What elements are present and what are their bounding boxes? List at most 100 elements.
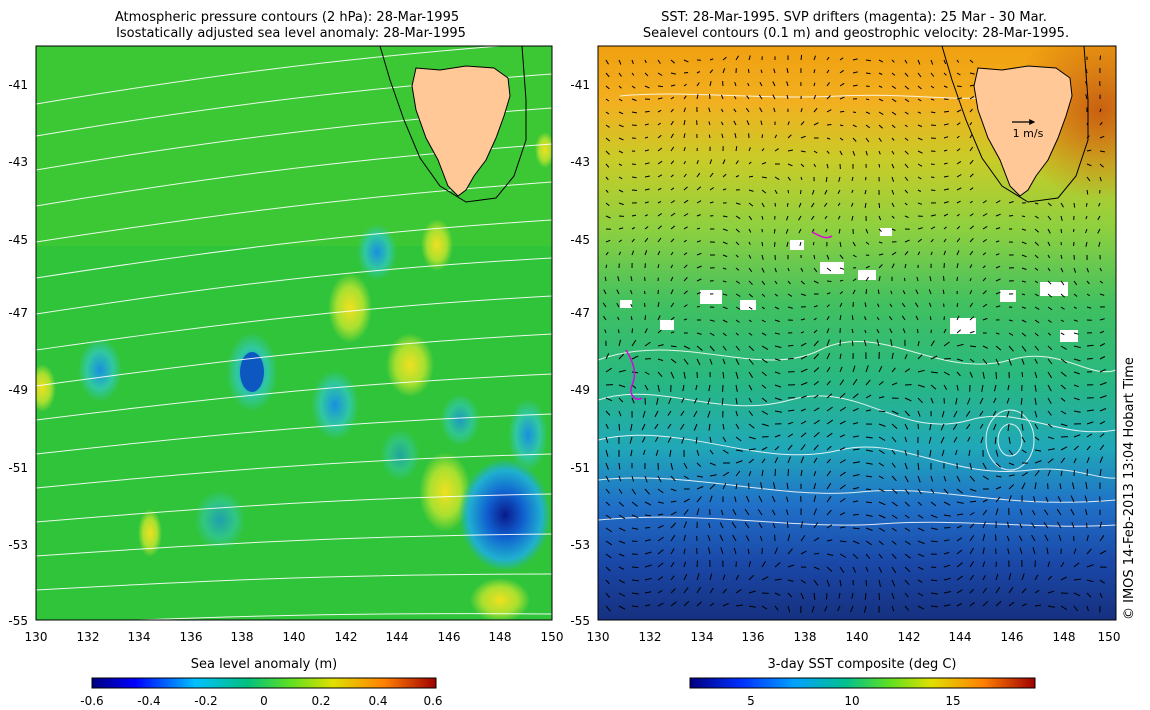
velocity-arrow [709, 587, 714, 594]
sst-colorbar-ticks: 5 10 15 [747, 694, 960, 708]
ytick-label: -45 [570, 233, 590, 247]
velocity-arrow [722, 306, 728, 310]
velocity-arrow [1086, 293, 1091, 297]
velocity-arrow [722, 267, 727, 270]
sealevel-contours [598, 93, 1116, 527]
velocity-arrow [657, 501, 664, 504]
velocity-arrow [813, 432, 820, 438]
velocity-arrow [630, 303, 633, 308]
velocity-arrow [891, 251, 897, 256]
velocity-arrow [1070, 495, 1075, 503]
velocity-arrow [748, 458, 755, 464]
velocity-arrow [956, 109, 962, 113]
velocity-arrow [631, 189, 638, 191]
velocity-arrow [657, 85, 663, 88]
velocity-arrow [810, 215, 815, 221]
velocity-arrow [605, 592, 611, 599]
velocity-arrow [744, 522, 750, 529]
velocity-arrow [1034, 436, 1040, 441]
velocity-arrow [1086, 267, 1089, 273]
velocity-arrow [746, 120, 750, 126]
velocity-arrow [657, 174, 663, 178]
sst-map[interactable]: 1 m/s [598, 20, 1150, 620]
xtick-label: 140 [846, 630, 869, 644]
velocity-arrow [969, 122, 973, 126]
sla-map[interactable] [28, 42, 555, 624]
sla-cbar-tick: 0.2 [311, 694, 330, 708]
velocity-arrow [708, 423, 711, 431]
velocity-arrow [631, 501, 638, 507]
velocity-arrow [657, 200, 662, 204]
velocity-arrow [644, 501, 652, 506]
velocity-arrow [683, 133, 686, 139]
velocity-arrow [693, 397, 698, 404]
velocity-arrow [1099, 108, 1102, 113]
velocity-arrow [748, 293, 754, 298]
velocity-arrow [1006, 397, 1010, 404]
velocity-arrow [605, 189, 609, 193]
velocity-arrow [891, 410, 899, 415]
velocity-arrow [747, 69, 750, 74]
velocity-arrow [761, 458, 766, 464]
velocity-arrow [982, 521, 986, 529]
velocity-arrow [631, 111, 637, 114]
ytick-label: -47 [8, 306, 28, 320]
velocity-arrow [1060, 561, 1065, 568]
velocity-arrow [722, 68, 726, 74]
velocity-arrow [748, 241, 751, 245]
velocity-arrow [631, 176, 637, 179]
velocity-arrow [1073, 578, 1081, 581]
velocity-arrow [995, 265, 1001, 269]
velocity-arrow [683, 371, 686, 379]
velocity-arrow [683, 226, 688, 230]
velocity-arrow [917, 202, 923, 205]
velocity-arrow [605, 566, 611, 572]
velocity-arrow [995, 200, 1001, 204]
velocity-arrow [748, 410, 753, 417]
velocity-arrow [786, 521, 789, 529]
velocity-arrow [657, 160, 663, 165]
velocity-arrow [618, 579, 625, 584]
velocity-arrow [683, 345, 691, 350]
velocity-arrow [953, 436, 958, 443]
land-tasmania [973, 65, 1073, 197]
velocity-arrow [878, 540, 884, 546]
velocity-arrow [904, 423, 909, 430]
velocity-arrow [864, 592, 867, 600]
velocity-arrow [617, 276, 620, 282]
velocity-arrow [774, 562, 781, 568]
velocity-arrow [747, 82, 750, 87]
velocity-arrow [969, 59, 974, 64]
velocity-arrow [722, 423, 725, 430]
velocity-arrow [1006, 535, 1010, 542]
velocity-arrow [786, 68, 789, 74]
velocity-arrow [1086, 445, 1091, 451]
velocity-arrow [735, 280, 741, 284]
velocity-arrow [733, 120, 737, 126]
velocity-arrow [696, 358, 701, 366]
velocity-arrow [826, 352, 831, 360]
velocity-arrow [1047, 371, 1053, 379]
velocity-arrow [852, 448, 860, 451]
velocity-arrow [810, 202, 815, 208]
velocity-arrow [657, 589, 663, 594]
velocity-arrow [917, 501, 923, 506]
velocity-arrow [602, 302, 607, 308]
velocity-arrow [1031, 522, 1036, 529]
velocity-arrow [902, 328, 906, 334]
velocity-arrow [904, 72, 909, 77]
velocity-arrow [631, 328, 634, 334]
velocity-arrow [915, 315, 919, 321]
velocity-arrow [917, 227, 923, 230]
velocity-arrow [891, 566, 897, 574]
velocity-arrow [800, 592, 805, 600]
velocity-arrow [943, 514, 951, 517]
velocity-arrow [680, 410, 685, 416]
velocity-arrow [865, 176, 867, 181]
velocity-arrow [852, 474, 860, 477]
velocity-arrow [630, 276, 633, 282]
velocity-arrow [1034, 358, 1038, 364]
velocity-arrow [631, 475, 635, 482]
velocity-arrow [1086, 579, 1094, 583]
velocity-arrow [943, 201, 949, 204]
